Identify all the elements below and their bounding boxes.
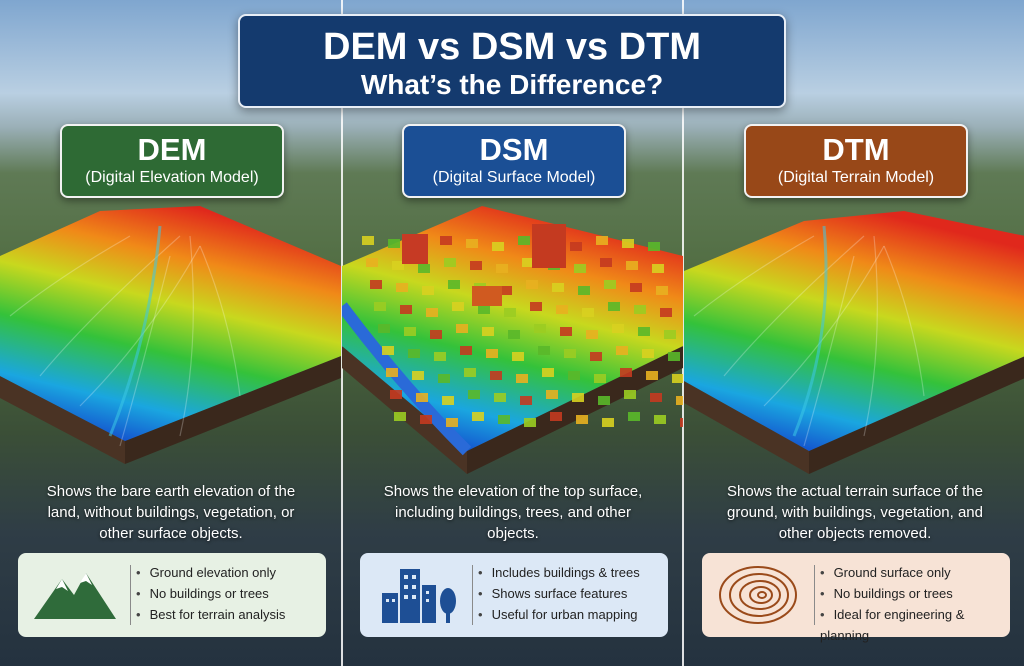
separator [814, 565, 815, 625]
feature-box: Ground surface onlyNo buildings or trees… [702, 553, 1010, 643]
feature-item: Shows surface features [478, 583, 640, 604]
feature-box: Ground elevation onlyNo buildings or tre… [18, 553, 326, 637]
title-box: DEM vs DSM vs DTM What’s the Difference? [238, 14, 786, 108]
contour-icon [719, 566, 797, 624]
feature-item: No buildings or trees [136, 583, 285, 604]
feature-item: Ground surface only [820, 562, 1010, 583]
full-name: (Digital Surface Model) [432, 169, 596, 186]
full-name: (Digital Elevation Model) [85, 169, 259, 186]
buildings-icon [382, 569, 456, 623]
subtitle: What’s the Difference? [360, 69, 664, 100]
terrain-model [342, 206, 683, 474]
terrain-model [0, 206, 341, 464]
feature-box: Includes buildings & treesShows surface … [360, 553, 668, 637]
title: DEM vs DSM vs DTM [323, 26, 701, 68]
feature-list: Ground surface onlyNo buildings or trees… [820, 562, 1010, 646]
feature-item: Ideal for engineering & planning [820, 604, 1010, 646]
description: Shows the elevation of the top surface, … [383, 483, 643, 542]
separator [472, 565, 473, 625]
feature-list: Includes buildings & treesShows surface … [478, 562, 640, 625]
feature-item: No buildings or trees [820, 583, 1010, 604]
divider [682, 0, 684, 666]
feature-item: Includes buildings & trees [478, 562, 640, 583]
acronym: DTM [822, 132, 890, 167]
acronym: DSM [479, 132, 549, 167]
panel: DSM (Digital Surface Model) Shows the el… [342, 0, 683, 666]
full-name: (Digital Terrain Model) [777, 169, 935, 186]
acronym: DEM [137, 132, 207, 167]
model-header: DTM (Digital Terrain Model) [744, 124, 968, 198]
description: Shows the bare earth elevation of the la… [46, 483, 296, 542]
model-header: DEM (Digital Elevation Model) [60, 124, 284, 198]
model-header: DSM (Digital Surface Model) [402, 124, 626, 198]
separator [130, 565, 131, 625]
mountain-icon [34, 573, 116, 619]
panel: DTM (Digital Terrain Model) Shows the ac… [684, 0, 1024, 666]
feature-item: Ground elevation only [136, 562, 285, 583]
feature-item: Best for terrain analysis [136, 604, 286, 625]
panel: DEM (Digital Elevation Model) Shows the … [0, 0, 341, 666]
feature-item: Useful for urban mapping [478, 604, 640, 625]
feature-list: Ground elevation onlyNo buildings or tre… [136, 562, 286, 625]
terrain-model [684, 211, 1024, 474]
description: Shows the actual terrain surface of the … [726, 483, 983, 542]
